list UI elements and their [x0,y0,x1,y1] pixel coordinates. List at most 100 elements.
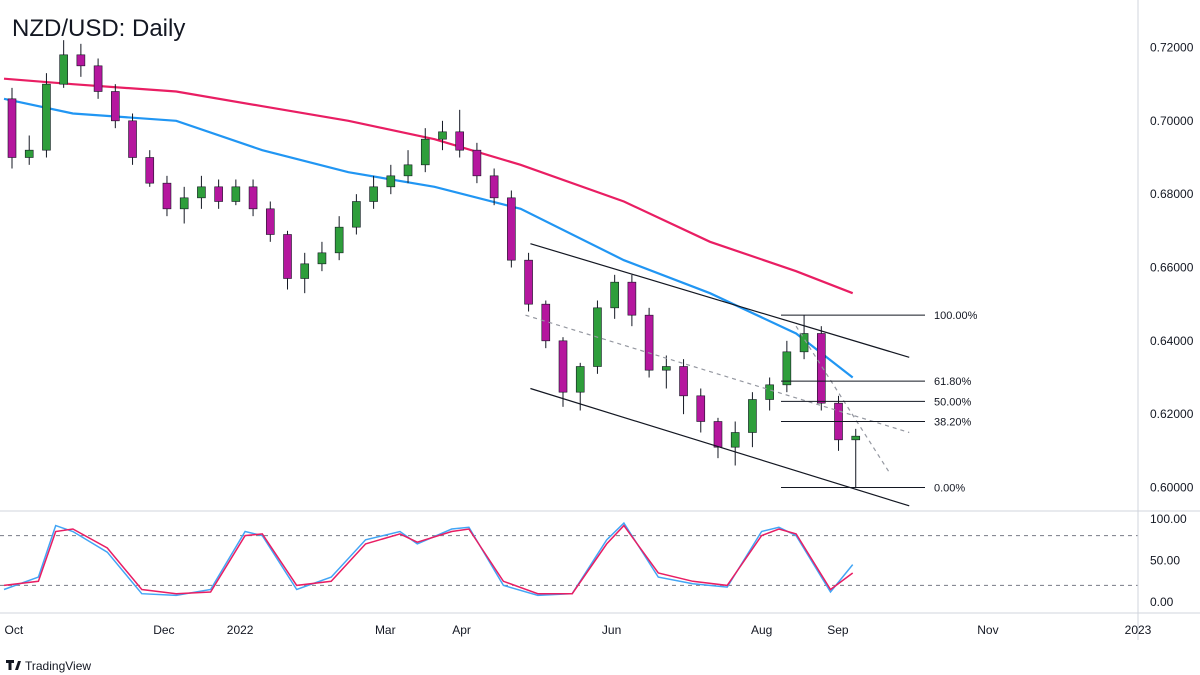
time-tick-label: Dec [153,623,174,637]
candle-body [179,197,189,210]
candle [851,428,861,488]
candle [7,87,17,169]
trend-line-dashed [795,325,891,474]
candle-body [214,186,223,202]
candle-body [317,252,327,265]
candle-body [369,186,378,202]
candle-body [610,281,619,309]
candle [489,168,499,206]
ma-long-line [3,77,854,295]
candle-body [162,182,172,210]
candle [283,230,292,290]
candle [24,135,34,165]
candle-body [765,384,774,400]
candle [59,40,68,88]
time-tick-label: Nov [977,623,998,637]
price-tick-label: 0.72000 [1150,41,1194,55]
candle-body [489,175,499,199]
candle-body [438,131,447,140]
candlesticks[interactable] [7,40,861,488]
candle [455,109,464,158]
candle-body [248,186,258,210]
candle [248,179,258,217]
candle-body [524,259,533,305]
candle-body [231,186,241,202]
candle-body [455,131,464,151]
candle [834,395,843,451]
fib-level-label: 38.20% [934,417,972,429]
candle-body [472,149,482,177]
candle-body [93,65,103,92]
candle [42,73,51,158]
candle-body [42,83,51,151]
candle [352,194,361,235]
candle [575,362,585,411]
candle [524,252,533,312]
stoch-tick-label: 50.00 [1150,554,1180,568]
candle-body [696,395,706,422]
stoch-d-line [3,524,854,595]
candle-body [128,120,137,158]
candle [541,300,551,349]
candle [507,190,516,268]
stoch-tick-label: 100.00 [1150,512,1187,526]
time-tick-label: Jun [602,623,621,637]
price-tick-label: 0.70000 [1150,114,1194,128]
candle [179,186,189,224]
candle [317,241,327,272]
candle-body [300,263,310,279]
stoch-tick-label: 0.00 [1150,595,1174,609]
candle-body [507,197,516,261]
candle [816,326,826,411]
candle-body [799,333,809,353]
candle [334,216,344,261]
candle-body [558,340,568,393]
time-tick-label: 2023 [1125,623,1152,637]
candle-body [816,333,826,404]
candle-body [197,186,206,199]
candle [627,274,637,327]
candle [403,150,413,184]
candle [782,340,792,393]
candle-body [24,149,34,158]
candle [472,142,482,184]
fib-level-label: 61.80% [934,376,972,388]
axes: 0.72000 0.70000 0.68000 0.66000 0.64000 0.620… [0,0,1200,640]
price-tick-label: 0.62000 [1150,407,1194,421]
candle [145,150,155,187]
candle-body [420,138,430,166]
candle-body [76,54,86,67]
candle [765,377,774,411]
candle [558,337,568,407]
candle [76,43,86,77]
candle [748,392,757,448]
trend-line-dashed [525,314,910,434]
fib-level-label: 0.00% [934,483,965,495]
candle-body [627,281,637,316]
time-tick-label: Sep [827,623,849,637]
annotations: 100.00% 61.80% 50.00% 38.20% 0.00% [525,243,978,507]
candle-body [7,98,17,158]
candle [300,252,310,294]
candle [438,120,447,151]
candle [644,307,654,378]
candle [162,175,172,217]
chart-title: NZD/USD: Daily [12,15,185,42]
candle [420,128,430,173]
tradingview-logo: TradingView [6,659,91,673]
candle [197,175,206,209]
time-tick-label: Mar [375,623,396,637]
channel-line [530,243,910,358]
candle [265,201,275,242]
candle-body [59,54,68,85]
candle-body [265,208,275,235]
candle-body [679,366,688,397]
candle [679,359,688,415]
candle [610,274,619,319]
fib-level-label: 50.00% [934,396,972,408]
candle [93,58,103,99]
channel-line [530,387,910,507]
candle [111,84,120,129]
